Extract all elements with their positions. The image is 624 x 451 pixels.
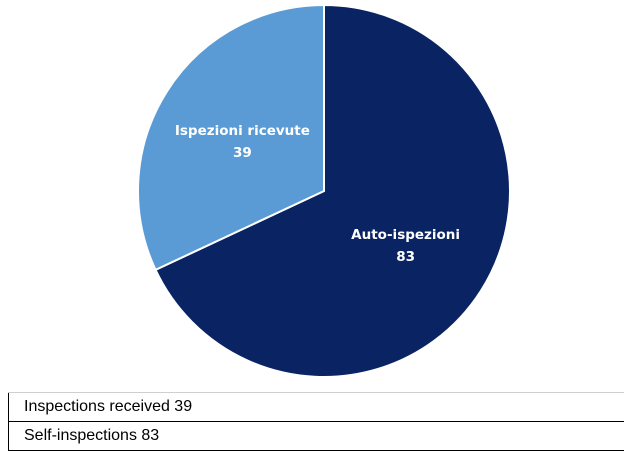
slice-label-ispezioni-ricevute: Ispezioni ricevute <box>175 123 310 139</box>
pie-slice-auto-ispezioni <box>154 3 511 378</box>
table-cell-self-inspections: Self-inspections 83 <box>8 421 624 451</box>
table-cell-inspections-received: Inspections received 39 <box>8 392 624 422</box>
pie-chart-svg: Auto-ispezioni 83 Ispezioni ricevute 39 <box>137 3 511 378</box>
slice-value-ispezioni-ricevute: 39 <box>233 145 252 161</box>
table-row: Self-inspections 83 <box>8 421 624 451</box>
pie-slice-ispezioni-ricevute <box>137 3 325 272</box>
slice-label-auto-ispezioni: Auto-ispezioni <box>351 227 460 243</box>
slice-value-auto-ispezioni: 83 <box>396 249 415 265</box>
pie-chart: Auto-ispezioni 83 Ispezioni ricevute 39 <box>137 3 511 378</box>
table-row: Inspections received 39 <box>8 392 624 422</box>
caption-table: Inspections received 39 Self-inspections… <box>8 392 624 451</box>
